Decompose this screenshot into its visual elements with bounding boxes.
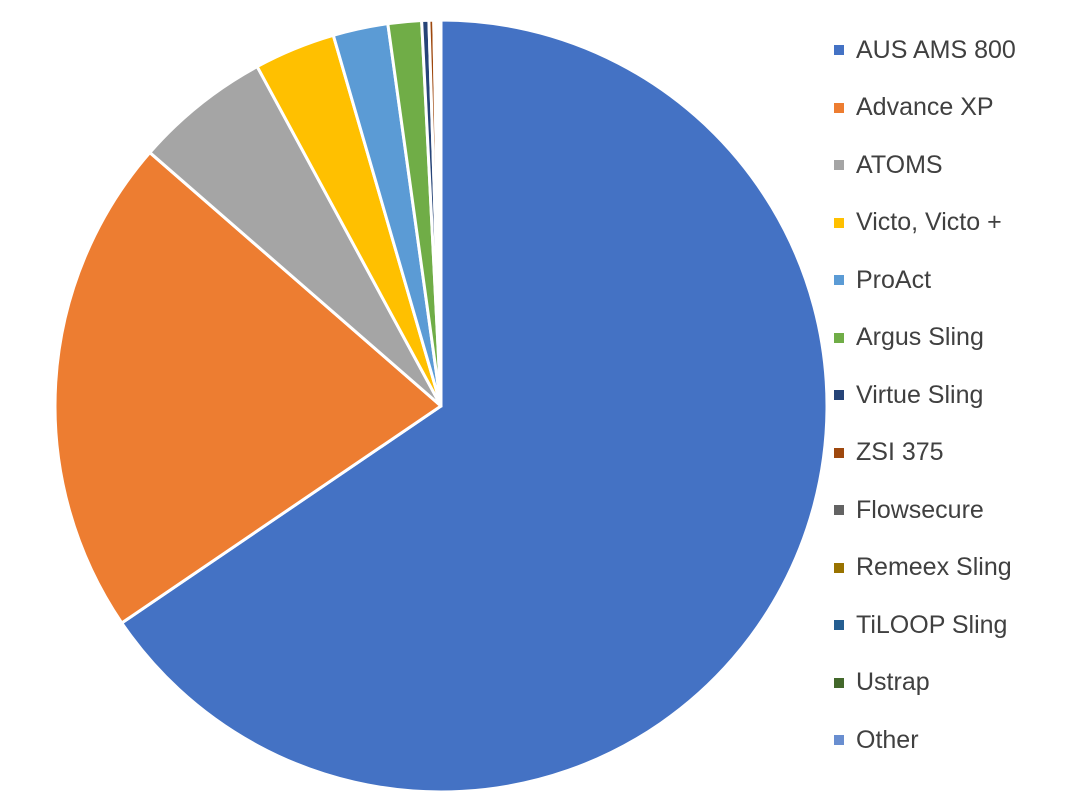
legend-item: Virtue Sling <box>834 375 983 415</box>
legend-item: Other <box>834 720 919 760</box>
legend-swatch <box>834 505 844 515</box>
legend-swatch <box>834 447 844 458</box>
pie-slice-3 <box>148 65 443 408</box>
legend-swatch <box>834 735 844 745</box>
legend-swatch <box>834 332 844 343</box>
legend-label: Remeex Sling <box>856 553 1012 581</box>
legend-label: ATOMS <box>856 150 943 179</box>
legend-label: Advance XP <box>856 93 994 121</box>
legend-swatch <box>834 275 844 285</box>
legend-label: AUS AMS 800 <box>856 35 1016 64</box>
legend-swatch <box>834 160 844 170</box>
legend-item: Argus Sling <box>834 318 984 358</box>
legend-label: Flowsecure <box>856 495 984 524</box>
legend-swatch <box>834 390 844 400</box>
legend-label: Ustrap <box>856 668 930 696</box>
legend-item: ProAct <box>834 260 931 300</box>
legend-label: Other <box>856 725 919 754</box>
legend-swatch <box>834 45 844 55</box>
legend-swatch <box>834 620 844 630</box>
legend-label: ProAct <box>856 265 932 294</box>
legend-item: TiLOOP Sling <box>834 605 1007 645</box>
legend-item: AUS AMS 800 <box>834 30 1016 70</box>
pie-slice-1 <box>120 18 829 794</box>
legend-swatch <box>834 562 844 573</box>
legend-item: Remeex Sling <box>834 548 1012 588</box>
legend-swatch <box>834 217 844 228</box>
legend-item: Ustrap <box>834 663 930 703</box>
legend-item: ZSI 375 <box>834 433 944 473</box>
legend-item: Advance XP <box>834 88 994 128</box>
legend-swatch <box>834 677 844 688</box>
legend-label: Victo, Victo + <box>856 208 1002 236</box>
legend-item: Victo, Victo + <box>834 203 1002 243</box>
legend-label: Argus Sling <box>856 323 984 351</box>
legend-label: ZSI 375 <box>856 438 944 466</box>
legend-item: ATOMS <box>834 145 943 185</box>
pie-slice-2 <box>53 151 443 625</box>
legend-item: Flowsecure <box>834 490 984 530</box>
legend-label: TiLOOP Sling <box>856 610 1008 639</box>
pie-slice-13 <box>438 18 443 408</box>
legend-label: Virtue Sling <box>856 380 984 409</box>
legend-swatch <box>834 102 844 113</box>
